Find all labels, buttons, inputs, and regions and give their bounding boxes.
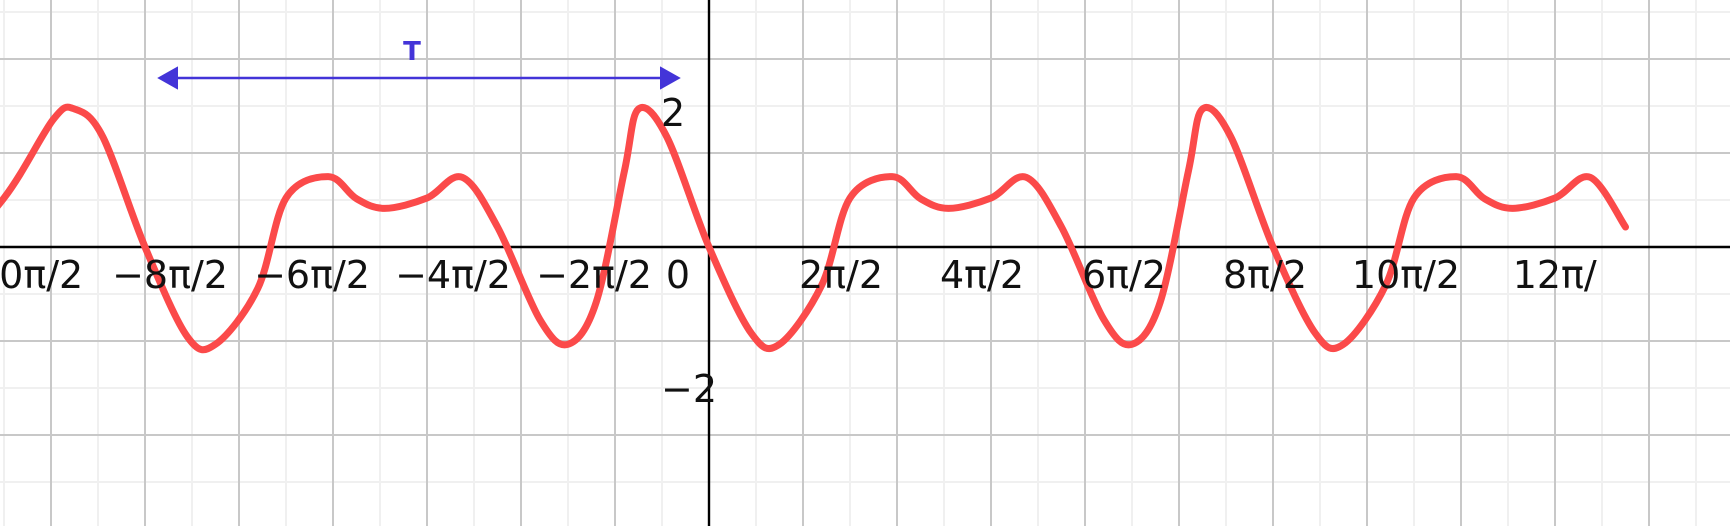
x-tick-label: 12π/	[1512, 253, 1597, 297]
x-tick-label: −8π/2	[112, 253, 228, 297]
x-tick-label: 6π/2	[1081, 253, 1167, 297]
waveform-curve	[0, 103, 1629, 354]
x-tick-label: −2π/2	[536, 253, 652, 297]
x-tick-label: −10π/2	[0, 253, 84, 297]
y-tick-label: 2	[661, 91, 686, 135]
x-tick-label: −6π/2	[254, 253, 370, 297]
y-tick-label: −2	[661, 367, 718, 411]
x-tick-label: 10π/2	[1351, 253, 1461, 297]
x-tick-label: 4π/2	[939, 253, 1025, 297]
x-tick-label: 0	[665, 253, 691, 297]
x-tick-label: 8π/2	[1222, 253, 1308, 297]
x-tick-label: 2π/2	[798, 253, 884, 297]
x-tick-label: −4π/2	[395, 253, 511, 297]
period-label: T	[403, 37, 421, 67]
